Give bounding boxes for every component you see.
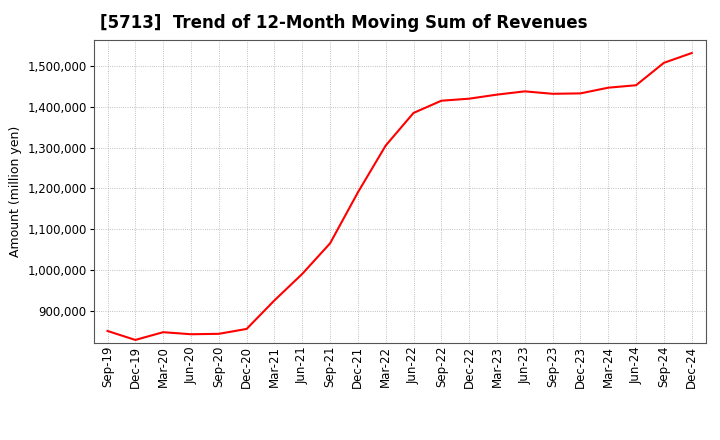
Y-axis label: Amount (million yen): Amount (million yen) (9, 126, 22, 257)
Text: [5713]  Trend of 12-Month Moving Sum of Revenues: [5713] Trend of 12-Month Moving Sum of R… (99, 15, 588, 33)
